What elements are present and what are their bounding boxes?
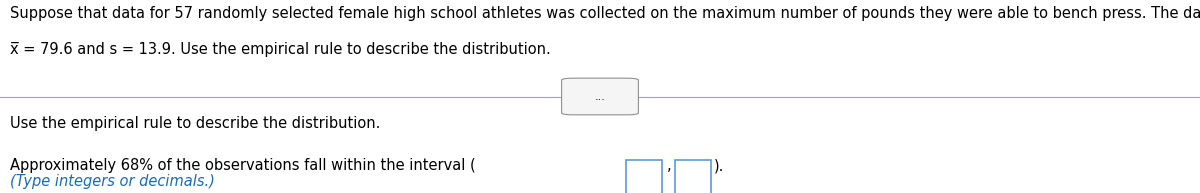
FancyBboxPatch shape: [625, 160, 661, 193]
Text: Use the empirical rule to describe the distribution.: Use the empirical rule to describe the d…: [10, 116, 380, 131]
FancyBboxPatch shape: [562, 78, 638, 115]
Text: Suppose that data for 57 randomly selected female high school athletes was colle: Suppose that data for 57 randomly select…: [10, 6, 1200, 21]
Text: ...: ...: [594, 91, 606, 102]
Text: x̅ = 79.6 and s = 13.9. Use the empirical rule to describe the distribution.: x̅ = 79.6 and s = 13.9. Use the empirica…: [10, 42, 551, 58]
Text: ,: ,: [666, 158, 671, 173]
FancyBboxPatch shape: [674, 160, 710, 193]
Text: (Type integers or decimals.): (Type integers or decimals.): [10, 174, 215, 189]
Text: Approximately 68% of the observations fall within the interval (: Approximately 68% of the observations fa…: [10, 158, 475, 173]
Text: ).: ).: [714, 158, 725, 173]
